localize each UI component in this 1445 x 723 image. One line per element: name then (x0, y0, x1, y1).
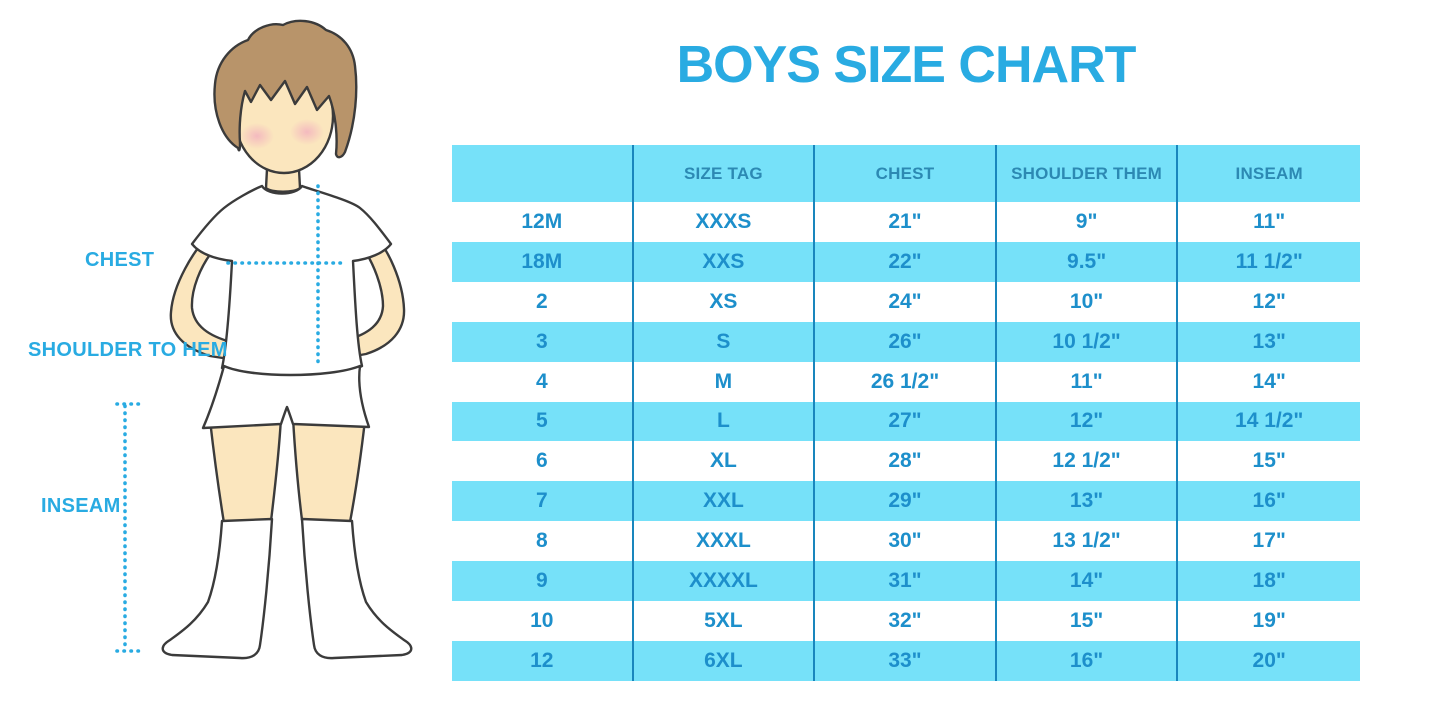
table-cell: M (634, 361, 816, 402)
left-arm (169, 230, 233, 361)
table-cell: 26" (815, 321, 997, 362)
table-cell: 18" (1252, 569, 1286, 593)
table-row: 10 5XL 32" 15" 19" (452, 601, 1360, 641)
table-row: 12M XXXS 21" 9" 11" (452, 202, 1360, 242)
table-cell: 3 (452, 321, 634, 362)
table-cell: XXS (634, 241, 816, 282)
hair (213, 19, 358, 159)
table-cell: 13" (1252, 329, 1286, 353)
table-cell: 9 (452, 561, 634, 602)
table-row: 2 XS 24" 10" 12" (452, 281, 1360, 322)
table-cell: XXXL (634, 521, 816, 562)
table-cell: 21" (815, 202, 997, 242)
chest-label: CHEST (85, 249, 155, 271)
header-cell: SHOULDER THEM (997, 145, 1179, 202)
table-cell: 11" (997, 361, 1179, 402)
table-cell: 16" (997, 640, 1179, 681)
table-cell: L (634, 401, 816, 442)
table-cell: 16" (1252, 489, 1286, 513)
table-cell: 15" (997, 601, 1179, 641)
header-cell: SIZE TAG (634, 145, 816, 202)
table-cell: 30" (815, 521, 997, 562)
table-cell: 13" (997, 481, 1179, 522)
table-row: 5 L 27" 12" 14 1/2" (452, 401, 1360, 442)
table-cell: 11" (1253, 209, 1286, 233)
right-sock (300, 517, 413, 660)
left-sock (161, 517, 274, 660)
header-cell: CHEST (815, 145, 997, 202)
table-cell: 12" (1252, 289, 1286, 313)
measurement-figure: CHEST SHOULDER TO HEM INSEAM (0, 0, 452, 723)
table-cell: 6 (452, 441, 634, 482)
table-cell: 6XL (634, 640, 816, 681)
blush-left-icon (240, 123, 274, 149)
table-cell: XS (634, 281, 816, 322)
inseam-label: INSEAM (41, 495, 121, 517)
boy-illustration (115, 19, 413, 660)
table-cell: XXL (634, 481, 816, 522)
table-cell: XXXXL (634, 561, 816, 602)
table-cell: 20" (1252, 648, 1286, 672)
table-cell: 12 (452, 640, 634, 681)
table-cell: 19" (1252, 609, 1286, 633)
table-cell: 7 (452, 481, 634, 522)
header-cell (452, 145, 634, 202)
table-cell: 5XL (634, 601, 816, 641)
table-cell: 28" (815, 441, 997, 482)
table-cell: 31" (815, 561, 997, 602)
table-cell: 2 (452, 281, 634, 322)
table-row: 6 XL 28" 12 1/2" 15" (452, 441, 1360, 482)
table-row: 8 XXXL 30" 13 1/2" 17" (452, 521, 1360, 562)
table-cell: 14" (1252, 369, 1286, 393)
table-cell: 29" (815, 481, 997, 522)
table-row: 4 M 26 1/2" 11" 14" (452, 361, 1360, 402)
table-cell: 14" (997, 561, 1179, 602)
table-cell: 12" (997, 401, 1179, 442)
table-cell: 10 (452, 601, 634, 641)
page-title: BOYS SIZE CHART (676, 36, 1137, 94)
table-row: 9 XXXXL 31" 14" 18" (452, 561, 1360, 602)
table-cell: 27" (815, 401, 997, 442)
table-cell: 26 1/2" (815, 361, 997, 402)
table-cell: 4 (452, 361, 634, 402)
table-header-row: SIZE TAG CHEST SHOULDER THEM INSEAM (452, 145, 1360, 202)
table-cell: XL (634, 441, 816, 482)
table-row: 18M XXS 22" 9.5" 11 1/2" (452, 241, 1360, 282)
table-cell: 9.5" (997, 241, 1179, 282)
table-cell: XXXS (634, 202, 816, 242)
table-cell: 22" (815, 241, 997, 282)
size-table-body: SIZE TAG CHEST SHOULDER THEM INSEAM 12M XXXS 2… (452, 145, 1360, 681)
table-cell: 15" (1252, 449, 1286, 473)
table-cell: 17" (1252, 529, 1286, 553)
table-cell: 32" (815, 601, 997, 641)
blush-right-icon (290, 119, 324, 145)
table-cell: 13 1/2" (997, 521, 1179, 562)
table-cell: 9" (997, 202, 1179, 242)
shoulder-to-hem-label: SHOULDER TO HEM (28, 339, 228, 361)
right-leg (291, 416, 367, 524)
table-cell: 11 1/2" (1235, 249, 1303, 273)
table-cell: 33" (815, 640, 997, 681)
table-cell: 8 (452, 521, 634, 562)
shorts (201, 364, 371, 430)
table-cell: 10" (997, 281, 1179, 322)
table-cell: 12M (452, 202, 634, 242)
table-cell: 5 (452, 401, 634, 442)
table-cell: 10 1/2" (997, 321, 1179, 362)
table-row: 3 S 26" 10 1/2" 13" (452, 321, 1360, 362)
left-leg (208, 416, 283, 525)
header-cell: INSEAM (1235, 163, 1303, 183)
table-cell: 12 1/2" (997, 441, 1179, 482)
table-row: 12 6XL 33" 16" 20" (452, 640, 1360, 681)
table-cell: 14 1/2" (1235, 409, 1304, 433)
table-cell: S (634, 321, 816, 362)
table-cell: 18M (452, 241, 634, 282)
table-cell: 24" (815, 281, 997, 322)
table-row: 7 XXL 29" 13" 16" (452, 481, 1360, 522)
size-table: SIZE TAG CHEST SHOULDER THEM INSEAM 12M XXXS 2… (452, 145, 1360, 681)
